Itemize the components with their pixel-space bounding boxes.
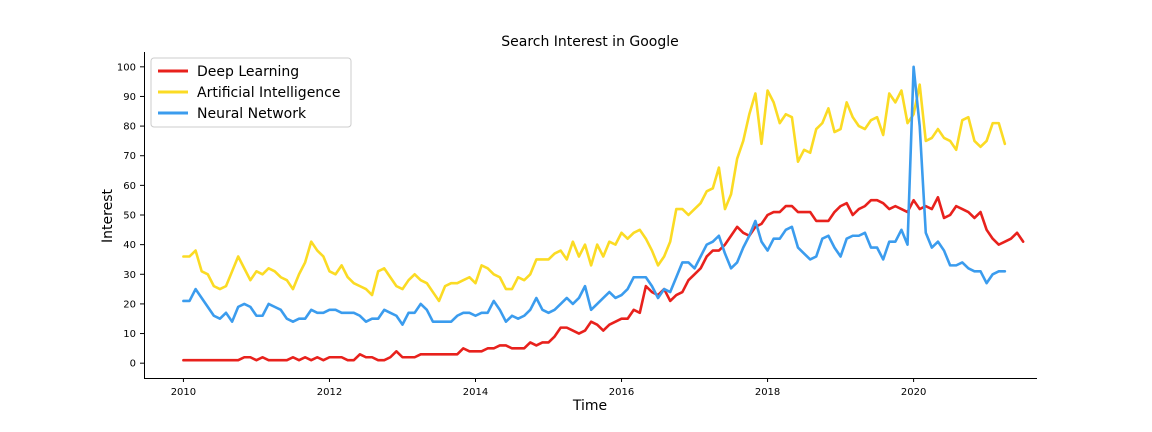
legend-label: Artificial Intelligence xyxy=(197,85,341,101)
legend-box xyxy=(150,57,352,128)
series-layer xyxy=(182,65,1025,362)
x-tick-label: 2010 xyxy=(171,387,196,398)
y-axis-title: Interest xyxy=(100,189,116,243)
y-tick-label: 30 xyxy=(123,270,136,281)
axes xyxy=(144,52,1037,379)
y-tick-label: 70 xyxy=(123,151,136,162)
y-tick-label: 0 xyxy=(130,359,136,370)
x-tick-label: 2014 xyxy=(463,387,488,398)
legend: Deep Learning Artificial Intelligence Neur… xyxy=(150,57,352,128)
x-tick-label: 2020 xyxy=(901,387,926,398)
series-line-deep-learning xyxy=(182,195,1025,362)
chart-title: Search Interest in Google xyxy=(501,34,679,50)
ticks: 2010 2012 2014 2016 2018 2020 0 10 20 30 40 50 60 70 8… xyxy=(117,62,926,398)
legend-label: Neural Network xyxy=(197,106,307,122)
x-tick-label: 2018 xyxy=(755,387,780,398)
series-line-artificial-intelligence xyxy=(182,83,1007,303)
y-tick-label: 40 xyxy=(123,240,136,251)
y-tick-label: 90 xyxy=(123,92,136,103)
y-tick-label: 80 xyxy=(123,122,136,133)
x-tick-label: 2016 xyxy=(609,387,634,398)
x-axis-title: Time xyxy=(572,398,607,414)
y-tick-label: 20 xyxy=(123,299,136,310)
y-tick-label: 10 xyxy=(123,329,136,340)
x-tick-label: 2012 xyxy=(317,387,342,398)
legend-label: Deep Learning xyxy=(197,64,299,80)
y-tick-label: 100 xyxy=(117,62,136,73)
y-tick-label: 50 xyxy=(123,211,136,222)
y-tick-label: 60 xyxy=(123,181,136,192)
series-line-neural-network xyxy=(182,65,1007,326)
